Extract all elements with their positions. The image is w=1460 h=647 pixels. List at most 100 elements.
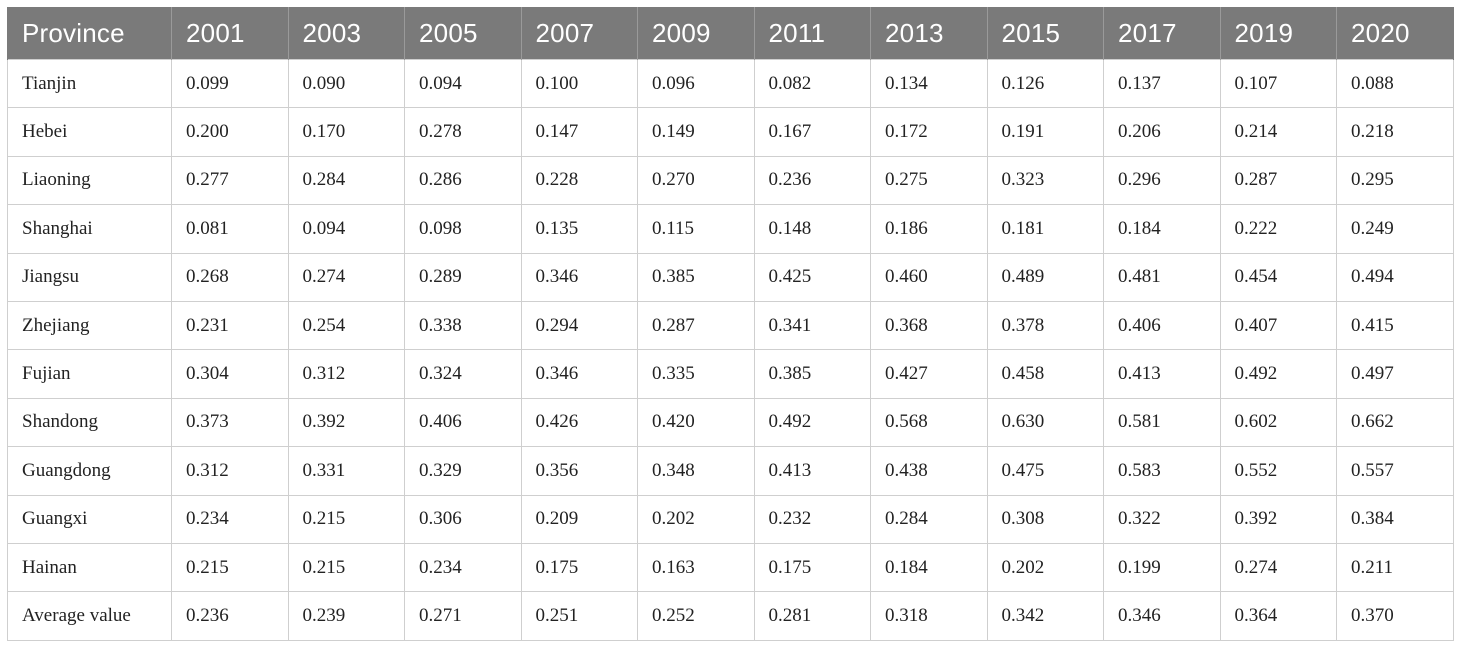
row-label-cell: Shanghai [7, 204, 172, 254]
value-cell: 0.492 [753, 397, 871, 448]
value-cell: 0.184 [870, 542, 988, 593]
value-cell: 0.236 [171, 591, 289, 641]
column-header-year: 2003 [287, 7, 405, 60]
value-cell: 0.281 [753, 591, 871, 641]
column-header-year: 2015 [986, 7, 1104, 60]
value-cell: 0.420 [637, 397, 755, 448]
value-cell: 0.324 [404, 349, 522, 399]
value-cell: 0.202 [986, 542, 1104, 593]
column-header-year: 2013 [870, 7, 988, 60]
value-cell: 0.346 [520, 349, 638, 399]
row-label-cell: Fujian [7, 349, 172, 399]
value-cell: 0.228 [520, 155, 638, 206]
column-header-year: 2007 [520, 7, 638, 60]
value-cell: 0.364 [1219, 591, 1337, 641]
table-row: Zhejiang 0.231 0.254 0.338 0.294 0.287 0.341 0.… [7, 300, 1454, 351]
value-cell: 0.494 [1336, 252, 1454, 302]
value-cell: 0.275 [870, 155, 988, 206]
value-cell: 0.630 [986, 397, 1104, 448]
row-label-cell: Zhejiang [7, 300, 172, 351]
row-label-cell: Average value [7, 591, 172, 641]
value-cell: 0.497 [1336, 349, 1454, 399]
value-cell: 0.308 [986, 494, 1104, 544]
value-cell: 0.392 [287, 397, 405, 448]
table-row: Hainan 0.215 0.215 0.234 0.175 0.163 0.175 0.18… [7, 542, 1454, 593]
value-cell: 0.215 [171, 542, 289, 593]
row-label-cell: Guangdong [7, 446, 172, 496]
table-row: Hebei 0.200 0.170 0.278 0.147 0.149 0.167 0.172… [7, 107, 1454, 157]
value-cell: 0.662 [1336, 397, 1454, 448]
value-cell: 0.335 [637, 349, 755, 399]
value-cell: 0.135 [520, 204, 638, 254]
value-cell: 0.287 [637, 300, 755, 351]
value-cell: 0.088 [1336, 58, 1454, 109]
value-cell: 0.460 [870, 252, 988, 302]
value-cell: 0.557 [1336, 446, 1454, 496]
value-cell: 0.294 [520, 300, 638, 351]
value-cell: 0.167 [753, 107, 871, 157]
value-cell: 0.322 [1103, 494, 1221, 544]
value-cell: 0.284 [870, 494, 988, 544]
value-cell: 0.438 [870, 446, 988, 496]
table-body: Tianjin 0.099 0.090 0.094 0.100 0.096 0.082 0.1… [7, 58, 1454, 641]
table-row: Guangxi 0.234 0.215 0.306 0.209 0.202 0.232 0.2… [7, 494, 1454, 544]
value-cell: 0.312 [171, 446, 289, 496]
value-cell: 0.602 [1219, 397, 1337, 448]
value-cell: 0.100 [520, 58, 638, 109]
value-cell: 0.149 [637, 107, 755, 157]
value-cell: 0.392 [1219, 494, 1337, 544]
value-cell: 0.202 [637, 494, 755, 544]
value-cell: 0.413 [753, 446, 871, 496]
value-cell: 0.304 [171, 349, 289, 399]
value-cell: 0.581 [1103, 397, 1221, 448]
value-cell: 0.454 [1219, 252, 1337, 302]
value-cell: 0.090 [287, 58, 405, 109]
value-cell: 0.211 [1336, 542, 1454, 593]
value-cell: 0.234 [171, 494, 289, 544]
value-cell: 0.583 [1103, 446, 1221, 496]
value-cell: 0.175 [753, 542, 871, 593]
value-cell: 0.215 [287, 542, 405, 593]
value-cell: 0.356 [520, 446, 638, 496]
value-cell: 0.234 [404, 542, 522, 593]
value-cell: 0.475 [986, 446, 1104, 496]
value-cell: 0.209 [520, 494, 638, 544]
value-cell: 0.406 [404, 397, 522, 448]
row-label-cell: Hebei [7, 107, 172, 157]
column-header-province: Province [7, 7, 172, 60]
value-cell: 0.222 [1219, 204, 1337, 254]
value-cell: 0.148 [753, 204, 871, 254]
value-cell: 0.252 [637, 591, 755, 641]
value-cell: 0.296 [1103, 155, 1221, 206]
value-cell: 0.346 [520, 252, 638, 302]
value-cell: 0.312 [287, 349, 405, 399]
value-cell: 0.094 [404, 58, 522, 109]
value-cell: 0.231 [171, 300, 289, 351]
value-cell: 0.181 [986, 204, 1104, 254]
column-header-year: 2017 [1103, 7, 1221, 60]
value-cell: 0.407 [1219, 300, 1337, 351]
value-cell: 0.323 [986, 155, 1104, 206]
data-table: Province 2001 2003 2005 2007 2009 2011 2013 2015… [7, 7, 1454, 641]
value-cell: 0.568 [870, 397, 988, 448]
column-header-year: 2009 [637, 7, 755, 60]
value-cell: 0.191 [986, 107, 1104, 157]
value-cell: 0.385 [637, 252, 755, 302]
value-cell: 0.426 [520, 397, 638, 448]
value-cell: 0.458 [986, 349, 1104, 399]
value-cell: 0.251 [520, 591, 638, 641]
value-cell: 0.289 [404, 252, 522, 302]
value-cell: 0.163 [637, 542, 755, 593]
column-header-year: 2019 [1219, 7, 1337, 60]
value-cell: 0.268 [171, 252, 289, 302]
value-cell: 0.218 [1336, 107, 1454, 157]
value-cell: 0.481 [1103, 252, 1221, 302]
value-cell: 0.082 [753, 58, 871, 109]
table-header: Province 2001 2003 2005 2007 2009 2011 2013 2015… [7, 7, 1454, 60]
value-cell: 0.368 [870, 300, 988, 351]
value-cell: 0.286 [404, 155, 522, 206]
value-cell: 0.137 [1103, 58, 1221, 109]
value-cell: 0.199 [1103, 542, 1221, 593]
value-cell: 0.277 [171, 155, 289, 206]
value-cell: 0.200 [171, 107, 289, 157]
